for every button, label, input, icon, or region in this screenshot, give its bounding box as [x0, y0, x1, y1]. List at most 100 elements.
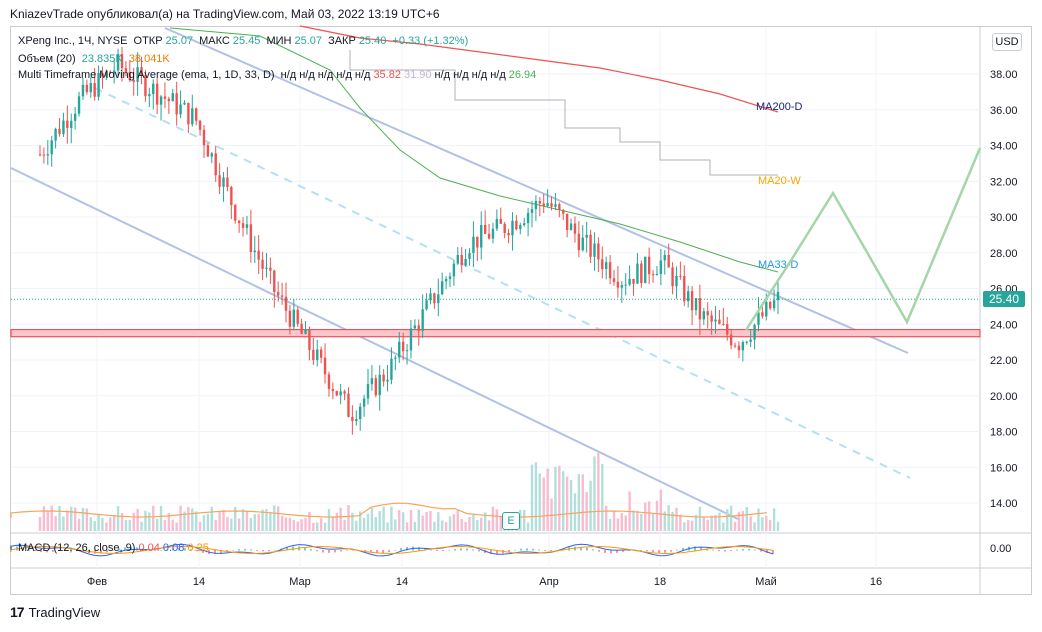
candle-body: [187, 102, 190, 125]
volume-bar: [140, 521, 143, 531]
candle-body: [585, 234, 588, 238]
volume-bar: [714, 514, 717, 531]
chart-frame[interactable]: [10, 26, 1032, 595]
volume-bar: [265, 509, 268, 531]
candle-body: [554, 204, 557, 207]
tradingview-logo[interactable]: 17 TradingView: [10, 604, 100, 620]
macd-histogram-bar: [112, 550, 114, 551]
macd-histogram-bar: [448, 549, 450, 551]
volume-bar: [644, 502, 647, 531]
time-tick-label: 14: [193, 576, 205, 588]
candle-body: [456, 255, 460, 264]
volume-bar: [366, 513, 370, 531]
candle-body: [761, 312, 764, 317]
publish-info: KniazevTrade опубликовал(а) на TradingVi…: [10, 7, 440, 21]
candle-body: [515, 220, 518, 230]
candle-body: [390, 358, 393, 380]
volume-bar: [632, 510, 635, 531]
volume-bar: [476, 520, 479, 531]
candle-body: [726, 324, 729, 335]
macd-histogram-bar: [742, 548, 744, 551]
mtf-ma-legend: Multi Timeframe Moving Average (ema, 1, …: [18, 69, 542, 81]
candle-body: [202, 129, 206, 146]
candle-body: [589, 234, 592, 257]
candle-body: [647, 256, 651, 275]
candle-body: [640, 263, 643, 284]
currency-badge[interactable]: USD: [992, 33, 1022, 51]
macd-histogram-bar: [370, 550, 372, 553]
candle-body: [218, 175, 221, 187]
macd-histogram-bar: [592, 549, 594, 551]
price-tick-label: 38.00: [990, 69, 1018, 81]
candle-body: [89, 83, 92, 93]
candle-body: [85, 84, 89, 93]
macd-histogram-bar: [586, 547, 588, 551]
macd-histogram-bar: [232, 550, 234, 551]
candle-body: [327, 374, 331, 389]
volume-bar: [425, 512, 428, 531]
candle-body: [398, 341, 401, 358]
volume-bar: [331, 516, 335, 531]
volume-bar: [187, 507, 190, 531]
volume-bar: [308, 511, 311, 531]
candle-body: [448, 276, 452, 279]
macd-histogram-bar: [754, 549, 756, 551]
candle-body: [597, 243, 600, 260]
candle-body: [511, 220, 514, 236]
volume-bar: [214, 520, 217, 531]
candle-body: [296, 309, 299, 324]
candle-body: [58, 128, 61, 135]
macd-histogram-bar: [346, 550, 348, 551]
volume-bar: [749, 516, 752, 531]
macd-histogram-bar: [730, 550, 732, 551]
candle-body: [499, 218, 502, 224]
candle-body: [405, 350, 409, 352]
candle-body: [757, 312, 760, 325]
channel-lower-line: [10, 167, 741, 521]
macd-histogram-bar: [682, 547, 684, 551]
volume-bar: [355, 520, 358, 531]
volume-bar: [620, 513, 624, 531]
candle-body: [413, 325, 417, 329]
volume-bar: [167, 513, 171, 531]
volume-bar: [690, 520, 694, 531]
candle-body: [722, 323, 725, 325]
volume-bar: [573, 493, 577, 531]
volume-bar: [554, 466, 557, 531]
price-tick-label: 36.00: [990, 105, 1018, 117]
candle-body: [42, 154, 46, 156]
macd-histogram-bar: [262, 550, 264, 552]
candle-body: [144, 75, 147, 97]
high-value: 25.45: [232, 35, 261, 47]
candle-body: [562, 209, 565, 214]
macd-histogram-bar: [772, 550, 774, 555]
volume-bar: [679, 514, 682, 531]
volume-bar: [362, 517, 366, 531]
volume-bar: [175, 522, 178, 531]
macd-histogram-bar: [226, 550, 228, 552]
macd-histogram-bar: [388, 550, 390, 553]
macd-histogram-bar: [304, 547, 306, 551]
candle-body: [394, 357, 397, 359]
candle-body: [183, 102, 186, 105]
candle-body: [140, 67, 143, 76]
candle-body: [655, 273, 659, 276]
macd-histogram-bar: [496, 550, 498, 555]
macd-histogram-bar: [724, 550, 726, 552]
volume-bar: [608, 518, 612, 531]
tradingview-logo-text: TradingView: [28, 604, 101, 620]
volume-bar: [745, 507, 748, 531]
volume-bar: [370, 507, 374, 531]
candle-body: [105, 71, 108, 77]
candle-body: [632, 278, 635, 284]
volume-bar: [651, 512, 655, 531]
volume-bar: [776, 521, 780, 531]
macd-histogram-bar: [292, 546, 294, 551]
candle-body: [476, 236, 479, 248]
candle-body: [300, 323, 303, 334]
volume-bar: [257, 514, 260, 531]
candle-body: [768, 301, 772, 309]
earnings-marker[interactable]: E: [502, 512, 520, 530]
volume-bar: [398, 510, 401, 531]
